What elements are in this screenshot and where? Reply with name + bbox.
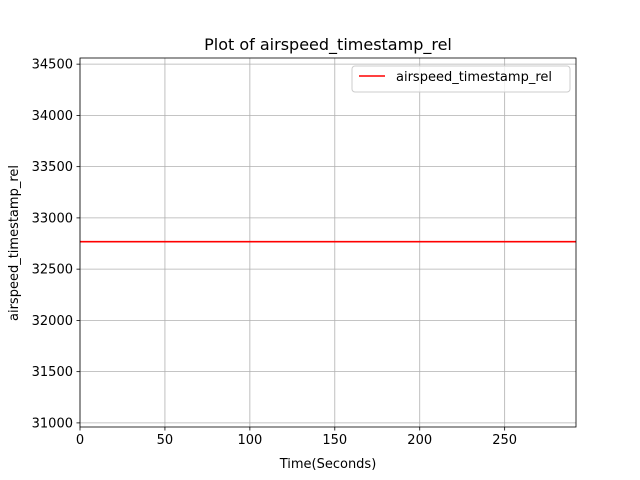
y-tick-label: 32500 <box>32 263 73 278</box>
y-tick-label: 33500 <box>32 160 73 175</box>
y-tick-label: 34500 <box>32 58 73 73</box>
legend: airspeed_timestamp_rel <box>351 65 571 93</box>
x-axis-ticks: 0 50 100 150 200 250 <box>76 427 517 448</box>
axes-frame <box>79 57 577 428</box>
axes-background <box>80 58 576 427</box>
grid <box>79 58 576 427</box>
x-tick-label: 50 <box>157 433 174 448</box>
y-tick-label: 32000 <box>32 314 73 329</box>
y-axis-ticks: 31000 31500 32000 32500 33000 33500 34000 34500 <box>32 58 80 431</box>
y-axis-label: airspeed_timestamp_rel <box>7 165 22 321</box>
x-tick-label: 100 <box>237 433 262 448</box>
legend-box <box>351 65 571 93</box>
x-tick-label: 200 <box>407 433 432 448</box>
x-tick-label: 150 <box>322 433 347 448</box>
x-tick-label: 250 <box>492 433 517 448</box>
x-axis-label: Time(Seconds) <box>279 457 377 472</box>
y-tick-label: 34000 <box>32 109 73 124</box>
y-tick-label: 31000 <box>32 416 73 431</box>
chart-title: Plot of airspeed_timestamp_rel <box>204 35 452 55</box>
legend-label: airspeed_timestamp_rel <box>396 70 552 85</box>
plot-area: 0 50 100 150 200 250 31000 31500 32000 32500 3300… <box>32 57 577 448</box>
y-tick-label: 33000 <box>32 211 73 226</box>
x-tick-label: 0 <box>76 433 84 448</box>
y-tick-label: 31500 <box>32 365 73 380</box>
